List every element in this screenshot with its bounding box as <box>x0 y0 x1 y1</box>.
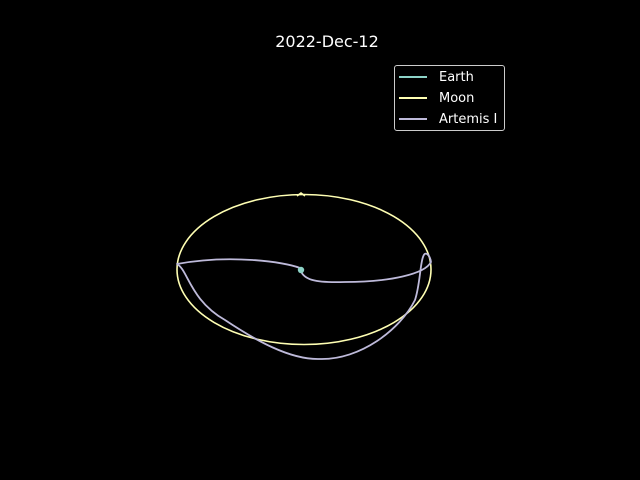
legend-item-earth: Earth <box>399 68 474 86</box>
legend-swatch-moon <box>399 97 427 99</box>
legend-swatch-artemis <box>399 118 427 120</box>
legend-item-artemis: Artemis I <box>399 110 497 128</box>
legend-swatch-earth <box>399 76 427 78</box>
legend-item-moon: Moon <box>399 89 474 107</box>
legend-label-artemis: Artemis I <box>439 111 498 127</box>
legend: Earth Moon Artemis I <box>394 65 505 131</box>
earth-marker <box>297 266 305 274</box>
chart-title: 2022-Dec-12 <box>275 32 379 51</box>
legend-label-earth: Earth <box>439 69 474 85</box>
moon-position-marker <box>296 192 306 197</box>
artemis-trajectory-line <box>176 252 432 360</box>
legend-label-moon: Moon <box>439 90 475 106</box>
